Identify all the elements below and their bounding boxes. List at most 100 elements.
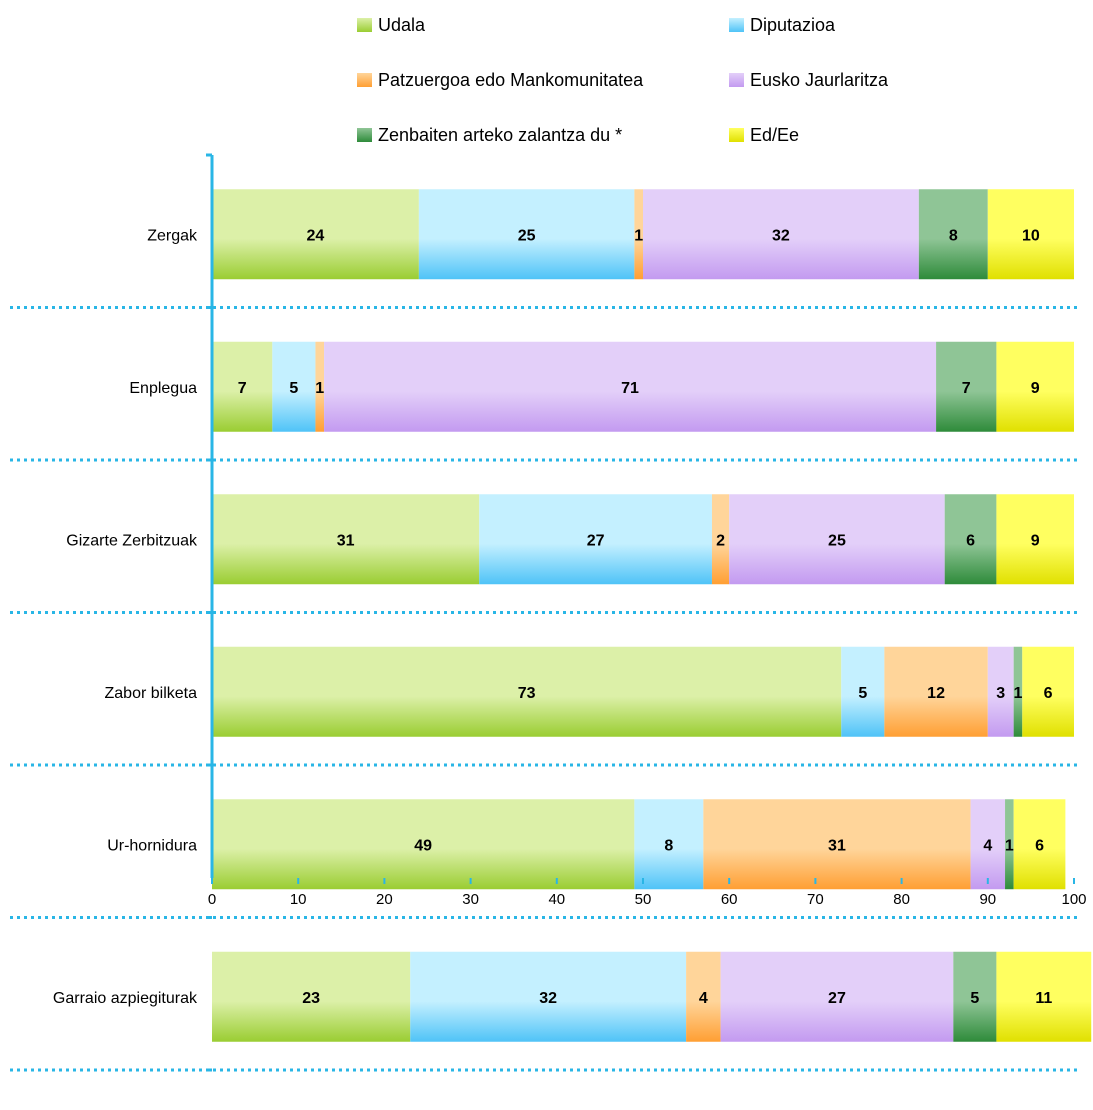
legend-item-zenbaiten-arteko-zalantza-du: Zenbaiten arteko zalantza du * — [357, 125, 622, 145]
bar-row-enplegua: Enplegua 7 5 1 71 7 9 — [129, 341, 1074, 432]
legend-label: Diputazioa — [750, 15, 836, 35]
data-label: 10 — [1022, 227, 1040, 244]
x-tick-label: 20 — [376, 891, 393, 908]
data-label: 8 — [949, 227, 958, 244]
legend-swatch — [357, 18, 372, 32]
data-label: 7 — [962, 380, 971, 397]
data-label: 49 — [414, 837, 432, 854]
data-label: 1 — [634, 227, 643, 244]
data-label: 73 — [518, 685, 536, 702]
bar-segment-eusko-jaurlaritza — [643, 189, 919, 280]
bar-segment-zenbaiten-arteko-zalantza-du — [1005, 799, 1014, 890]
legend-item-ed-ee: Ed/Ee — [729, 125, 799, 145]
legend-item-udala: Udala — [357, 15, 426, 35]
bar-segment-udala — [212, 799, 635, 890]
bar-segment-ed-ee — [996, 341, 1074, 432]
data-label: 71 — [621, 380, 639, 397]
bar-segment-patzuergoa-edo-mankomunitatea — [634, 189, 643, 280]
data-label: 1 — [1005, 837, 1014, 854]
x-tick-label: 40 — [548, 891, 565, 908]
bar-segment-eusko-jaurlaritza — [970, 799, 1006, 890]
data-label: 31 — [828, 837, 846, 854]
legend-swatch — [729, 128, 744, 142]
data-label: 9 — [1031, 532, 1040, 549]
x-tick-label: 100 — [1061, 891, 1086, 908]
bar-segment-ed-ee — [1013, 799, 1066, 890]
legend-item-eusko-jaurlaritza: Eusko Jaurlaritza — [729, 70, 889, 90]
legend-swatch — [729, 18, 744, 32]
data-label: 4 — [983, 837, 992, 854]
bar-segment-eusko-jaurlaritza — [720, 951, 954, 1042]
data-label: 1 — [1014, 685, 1023, 702]
bar-segment-patzuergoa-edo-mankomunitatea — [703, 799, 971, 890]
data-label: 3 — [996, 685, 1005, 702]
axes: 0 10 20 30 40 50 60 70 80 90 100 — [206, 153, 1087, 1072]
bar-row-ur-hornidura: Ur-hornidura 49 8 31 4 1 6 — [107, 799, 1066, 890]
legend-label: Eusko Jaurlaritza — [750, 70, 889, 90]
x-tick-label: 10 — [290, 891, 307, 908]
legend-label: Udala — [378, 15, 426, 35]
legend-item-diputazioa: Diputazioa — [729, 15, 836, 35]
bar-segment-zenbaiten-arteko-zalantza-du — [944, 494, 997, 585]
data-label: 5 — [970, 990, 979, 1007]
bar-segment-zenbaiten-arteko-zalantza-du — [936, 341, 997, 432]
bar-segment-udala — [212, 189, 419, 280]
data-label: 24 — [307, 227, 325, 244]
bar-row-garraio-azpiegiturak: Garraio azpiegiturak 23 32 4 27 5 11 — [53, 951, 1092, 1042]
data-label: 12 — [927, 685, 945, 702]
bar-segment-udala — [212, 646, 842, 737]
data-label: 8 — [664, 837, 673, 854]
bar-segment-eusko-jaurlaritza — [987, 646, 1014, 737]
category-label: Zabor bilketa — [105, 685, 198, 702]
bar-segment-zenbaiten-arteko-zalantza-du — [1013, 646, 1023, 737]
data-label: 6 — [1035, 837, 1044, 854]
x-tick-label: 70 — [807, 891, 824, 908]
legend-label: Zenbaiten arteko zalantza du * — [378, 125, 622, 145]
bar-segment-zenbaiten-arteko-zalantza-du — [953, 951, 997, 1042]
data-label: 23 — [302, 990, 320, 1007]
bar-segment-diputazioa — [841, 646, 885, 737]
bar-segment-udala — [212, 341, 273, 432]
category-label: Zergak — [147, 227, 198, 244]
data-label: 32 — [539, 990, 557, 1007]
data-label: 4 — [699, 990, 708, 1007]
category-separators — [10, 306, 1080, 1072]
legend-label: Ed/Ee — [750, 125, 799, 145]
legend-swatch — [357, 128, 372, 142]
data-label: 6 — [1044, 685, 1053, 702]
legend-swatch — [357, 73, 372, 87]
category-label: Ur-hornidura — [107, 837, 197, 854]
data-label: 25 — [518, 227, 536, 244]
data-label: 27 — [587, 532, 605, 549]
category-label: Garraio azpiegiturak — [53, 990, 198, 1007]
bar-segment-diputazioa — [418, 189, 635, 280]
data-label: 5 — [858, 685, 867, 702]
data-label: 5 — [289, 380, 298, 397]
legend: Udala Diputazioa Patzuergoa edo Mankomunit… — [357, 15, 889, 145]
x-tick-label: 90 — [979, 891, 996, 908]
bar-segment-patzuergoa-edo-mankomunitatea — [315, 341, 325, 432]
bar-segment-diputazioa — [634, 799, 704, 890]
legend-label: Patzuergoa edo Mankomunitatea — [378, 70, 644, 90]
bar-segment-diputazioa — [272, 341, 316, 432]
x-tick-label: 60 — [721, 891, 738, 908]
bar-segment-udala — [212, 951, 411, 1042]
bar-segment-patzuergoa-edo-mankomunitatea — [711, 494, 730, 585]
data-label: 2 — [716, 532, 725, 549]
x-tick-label: 50 — [635, 891, 652, 908]
bar-segment-patzuergoa-edo-mankomunitatea — [884, 646, 988, 737]
x-tick-label: 80 — [893, 891, 910, 908]
data-label: 7 — [238, 380, 247, 397]
bar-segment-diputazioa — [479, 494, 712, 585]
bar-row-gizarte-zerbitzuak: Gizarte Zerbitzuak 31 27 2 25 6 9 — [66, 494, 1074, 585]
data-label: 6 — [966, 532, 975, 549]
data-label: 9 — [1031, 380, 1040, 397]
bar-segment-diputazioa — [410, 951, 687, 1042]
data-label: 25 — [828, 532, 846, 549]
bar-segment-ed-ee — [996, 951, 1092, 1042]
bar-segment-eusko-jaurlaritza — [729, 494, 945, 585]
data-label: 32 — [772, 227, 790, 244]
legend-item-patzuergoa-edo-mankomunitatea: Patzuergoa edo Mankomunitatea — [357, 70, 644, 90]
